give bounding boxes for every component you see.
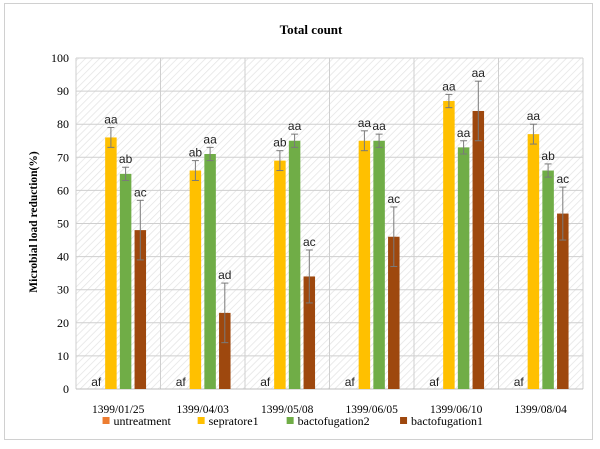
bar	[189, 170, 202, 389]
legend-swatch	[400, 417, 408, 424]
y-tick-label: 60	[57, 183, 69, 197]
legend-label: untreatment	[114, 414, 172, 428]
bar	[288, 140, 301, 389]
x-tick-label: 1399/08/04	[515, 404, 568, 416]
data-label: aa	[372, 119, 386, 133]
bar	[527, 134, 540, 389]
data-label: ab	[189, 146, 203, 160]
legend-label: sepratore1	[209, 414, 259, 428]
bar	[443, 101, 455, 389]
data-label: ac	[303, 235, 316, 249]
legend-swatch	[286, 417, 294, 424]
x-tick-label: 1399/06/10	[430, 404, 483, 416]
y-axis-label: Microbial load reduction(%)	[28, 151, 40, 293]
data-label: aa	[472, 66, 486, 80]
legend-swatch	[102, 417, 110, 424]
chart-title: Total count	[280, 22, 343, 37]
data-label: ab	[119, 152, 133, 166]
data-label: ac	[134, 185, 147, 199]
bar	[219, 312, 231, 389]
y-tick-label: 30	[57, 283, 69, 297]
y-tick-label: 20	[57, 316, 69, 330]
bar	[134, 230, 147, 389]
chart-frame: Total count Microbial load reduction(%) …	[4, 3, 593, 440]
data-label: aa	[203, 132, 217, 146]
y-tick-label: 70	[57, 150, 69, 164]
data-label: aa	[358, 116, 372, 130]
bar	[388, 236, 400, 389]
y-tick-label: 50	[57, 217, 69, 231]
bar	[303, 276, 316, 389]
data-label: aa	[457, 126, 471, 140]
y-tick-label: 40	[57, 250, 69, 264]
data-label: af	[429, 375, 440, 389]
data-label: aa	[442, 79, 456, 93]
legend-label: bactofugation2	[298, 414, 370, 428]
data-label: af	[91, 375, 102, 389]
data-label: ab	[541, 149, 555, 163]
bar	[274, 160, 286, 389]
x-tick-label: 1399/01/25	[92, 404, 145, 416]
data-label: aa	[288, 119, 302, 133]
chart: Total count Microbial load reduction(%) …	[28, 22, 584, 428]
bar	[204, 153, 216, 389]
data-label: ac	[387, 192, 400, 206]
legend-swatch	[197, 417, 205, 424]
data-label: af	[260, 375, 271, 389]
data-label: af	[176, 375, 187, 389]
x-tick-label: 1399/06/05	[346, 404, 399, 416]
bar	[358, 140, 371, 389]
y-tick-label: 10	[57, 349, 69, 363]
bar	[373, 140, 385, 389]
data-label: aa	[104, 113, 118, 127]
data-label: ac	[556, 172, 569, 186]
data-label: ad	[218, 268, 231, 282]
y-tick-label: 0	[63, 382, 69, 396]
bar	[472, 110, 485, 390]
x-tick-label: 1399/04/03	[177, 404, 230, 416]
y-tick-label: 80	[57, 117, 69, 131]
data-label: af	[345, 375, 356, 389]
x-tick-label: 1399/05/08	[261, 404, 314, 416]
legend-label: bactofugation1	[411, 414, 483, 428]
bar	[457, 147, 470, 389]
data-label: ab	[273, 136, 287, 150]
y-tick-label: 90	[57, 84, 69, 98]
bar	[105, 137, 117, 389]
bar	[557, 213, 569, 389]
y-tick-label: 100	[51, 51, 69, 65]
bar	[119, 173, 132, 389]
data-label: aa	[527, 109, 541, 123]
bar	[542, 170, 554, 389]
data-label: af	[514, 375, 525, 389]
